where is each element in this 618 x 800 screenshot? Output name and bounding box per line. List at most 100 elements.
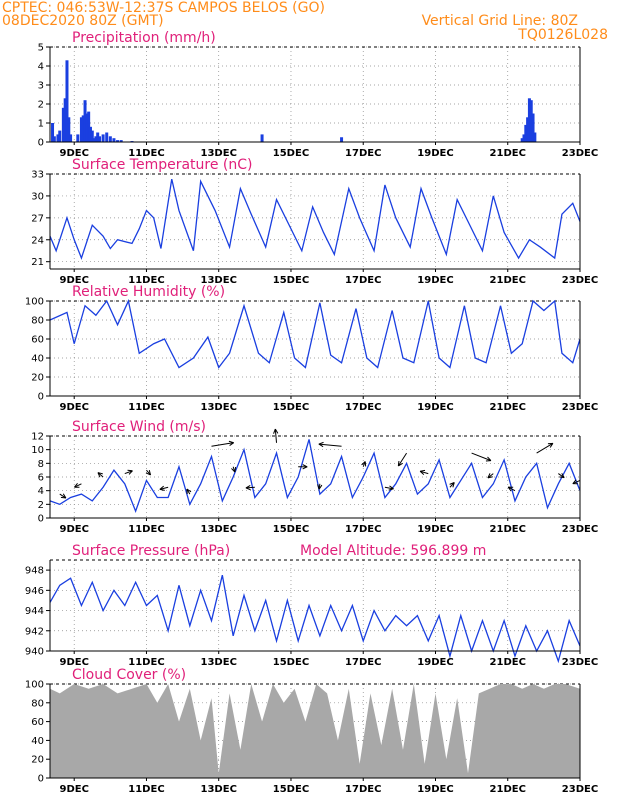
precip-bar [56, 134, 60, 142]
wind-arrow [59, 493, 67, 499]
wind-arrow-head [302, 464, 308, 470]
wind-arrow [558, 473, 565, 479]
x-tick-label: 21DEC [490, 784, 526, 795]
y-tick-label: 60 [31, 717, 44, 728]
x-tick-label: 9DEC [59, 275, 88, 286]
x-tick-label: 15DEC [273, 275, 309, 286]
y-tick-label: 944 [25, 606, 44, 617]
x-tick-label: 15DEC [273, 657, 309, 668]
precip-bar [79, 117, 83, 142]
x-tick-label: 13DEC [201, 148, 237, 159]
panel-title: Surface Wind (m/s) [72, 419, 206, 435]
precip-bar [76, 134, 80, 142]
x-tick-label: 23DEC [562, 524, 598, 535]
wind-arrow [211, 442, 234, 447]
wind-arrow-head [485, 456, 492, 462]
x-tick-label: 11DEC [128, 657, 164, 668]
wind-arrow-head [159, 485, 165, 491]
wind-arrow [536, 442, 554, 454]
x-tick-label: 11DEC [128, 784, 164, 795]
precip-bar [88, 126, 92, 142]
wind-arrow-head [507, 486, 514, 492]
y-tick-label: 2 [38, 100, 44, 111]
x-tick-label: 23DEC [562, 402, 598, 413]
y-tick-label: 40 [31, 354, 44, 365]
precip-bar [87, 111, 91, 142]
y-tick-label: 6 [38, 473, 44, 484]
precip-bar [58, 130, 62, 142]
x-tick-label: 23DEC [562, 657, 598, 668]
y-tick-label: 942 [25, 626, 44, 637]
precip-bar [96, 132, 100, 142]
panel-title: Surface Pressure (hPa) [72, 543, 230, 559]
wind-arrow [384, 486, 394, 490]
x-tick-label: 19DEC [417, 657, 453, 668]
wind-arrow-head [397, 460, 403, 467]
wind-arrow-head [318, 441, 324, 448]
precip-bar [527, 98, 531, 142]
wind-arrow-head [245, 484, 251, 491]
x-tick-label: 21DEC [490, 657, 526, 668]
precip-bar [520, 138, 524, 142]
x-tick-label: 15DEC [273, 784, 309, 795]
wind-arrow [124, 470, 133, 475]
x-tick-label: 9DEC [59, 784, 88, 795]
y-tick-label: 5 [38, 43, 44, 54]
precip-bar [51, 123, 55, 142]
x-tick-label: 13DEC [201, 657, 237, 668]
header-grid-line: Vertical Grid Line: 80Z [421, 13, 578, 29]
x-tick-label: 17DEC [345, 657, 381, 668]
precip-bar [69, 134, 73, 142]
wind-arrow-head [419, 469, 426, 475]
precip-bar [260, 134, 264, 142]
y-tick-label: 10 [31, 445, 44, 456]
x-tick-label: 15DEC [273, 524, 309, 535]
precip-bar [63, 98, 67, 142]
y-tick-label: 4 [38, 486, 44, 497]
precip-bar [94, 136, 98, 142]
series-line [49, 178, 581, 260]
wind-arrow-head [97, 472, 103, 478]
precip-bar [92, 138, 96, 142]
y-tick-label: 8 [38, 459, 44, 470]
precip-bar [67, 117, 71, 142]
wind-arrow-head [186, 488, 192, 495]
panel-title: Relative Humidity (%) [72, 284, 225, 300]
x-tick-label: 21DEC [490, 148, 526, 159]
x-tick-label: 19DEC [417, 524, 453, 535]
y-tick-label: 60 [31, 335, 44, 346]
wind-arrow [487, 473, 494, 479]
series-line [49, 298, 581, 369]
precip-bar [119, 140, 123, 142]
x-tick-label: 11DEC [128, 524, 164, 535]
y-tick-label: 30 [31, 191, 44, 202]
precip-bar [85, 113, 89, 142]
series-line [49, 575, 581, 664]
x-tick-label: 17DEC [345, 148, 381, 159]
x-tick-label: 9DEC [59, 402, 88, 413]
y-tick-label: 20 [31, 373, 44, 384]
wind-arrow-head [388, 485, 394, 491]
header-datetime: 08DEC2020 80Z (GMT) [2, 13, 164, 29]
panel-title: Precipitation (mm/h) [72, 30, 216, 46]
x-tick-label: 17DEC [345, 402, 381, 413]
x-tick-label: 21DEC [490, 402, 526, 413]
x-tick-label: 11DEC [128, 148, 164, 159]
x-tick-label: 13DEC [201, 275, 237, 286]
wind-arrow-head [273, 428, 279, 434]
wind-arrow [419, 470, 429, 475]
wind-arrow-head [559, 473, 565, 479]
x-tick-label: 9DEC [59, 148, 88, 159]
precip-bar [533, 132, 537, 142]
y-tick-label: 0 [38, 392, 44, 403]
precip-bar [522, 134, 526, 142]
y-tick-label: 33 [31, 170, 44, 181]
wind-arrow-head [127, 469, 133, 475]
wind-arrow [274, 429, 278, 443]
y-tick-label: 946 [25, 586, 44, 597]
x-tick-label: 13DEC [201, 402, 237, 413]
wind-arrow-head [449, 482, 455, 488]
x-tick-label: 19DEC [417, 275, 453, 286]
header-model: TQ0126L028 [518, 27, 608, 43]
